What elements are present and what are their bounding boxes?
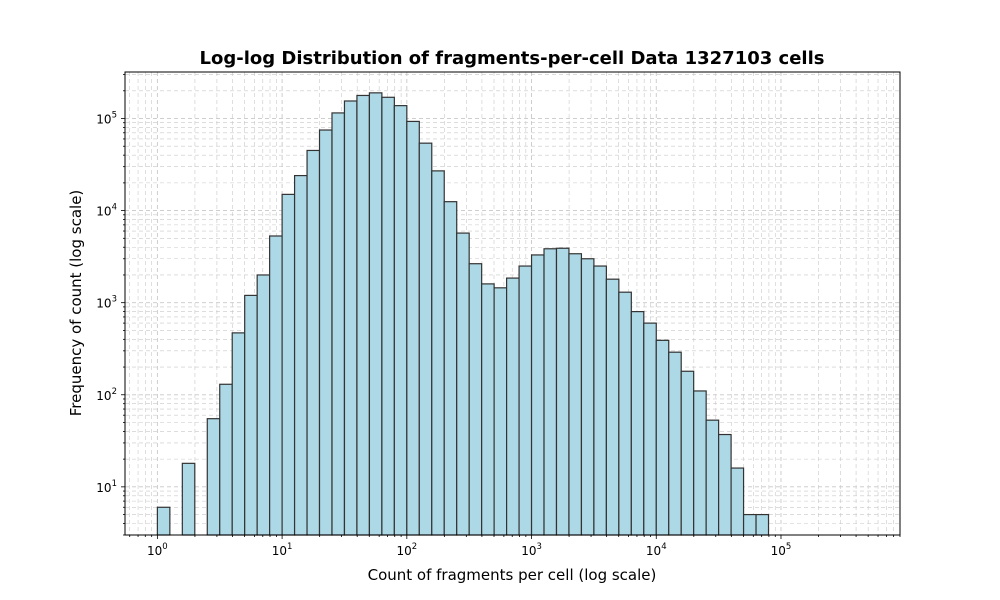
histogram-bar bbox=[156, 506, 171, 536]
x-tick-label: 100 bbox=[147, 542, 168, 558]
histogram-bar bbox=[593, 265, 607, 536]
histogram-bar bbox=[630, 311, 645, 536]
histogram-bar bbox=[655, 339, 670, 536]
axis-ticks: 100 101 102 103 104 105 101 102 103 104 105 bbox=[96, 74, 901, 558]
histogram-bar bbox=[730, 467, 745, 536]
histogram-bar bbox=[306, 149, 321, 536]
histogram-bar bbox=[356, 94, 371, 536]
histogram-bar bbox=[718, 433, 732, 536]
histogram-bar bbox=[605, 278, 620, 536]
histogram-bar bbox=[331, 112, 346, 536]
x-tick-label: 104 bbox=[646, 542, 667, 558]
histogram-bar bbox=[680, 370, 695, 536]
chart-title: Log-log Distribution of fragments-per-ce… bbox=[200, 48, 825, 69]
y-axis-label: Frequency of count (log scale) bbox=[67, 190, 85, 417]
histogram-bar bbox=[481, 283, 495, 536]
histogram-bar bbox=[431, 170, 445, 536]
histogram-bar bbox=[530, 254, 545, 536]
histogram-bar bbox=[269, 235, 283, 536]
histogram-bar bbox=[543, 248, 558, 536]
histogram-bar bbox=[468, 263, 483, 536]
histogram-bar bbox=[580, 258, 595, 536]
histogram-bar bbox=[668, 351, 682, 536]
x-axis-label: Count of fragments per cell (log scale) bbox=[368, 566, 657, 584]
histogram-bar bbox=[755, 513, 770, 536]
histogram-bar bbox=[693, 390, 707, 536]
y-tick-label: 105 bbox=[96, 111, 117, 127]
histogram-bar bbox=[368, 92, 383, 536]
x-tick-label: 102 bbox=[396, 542, 417, 558]
y-tick-label: 102 bbox=[96, 387, 117, 403]
y-tick-label: 101 bbox=[96, 479, 117, 495]
x-tick-label: 103 bbox=[521, 542, 542, 558]
histogram-bar bbox=[219, 383, 233, 536]
histogram-bar bbox=[256, 274, 271, 536]
histogram-bar bbox=[618, 291, 632, 536]
histogram-bar bbox=[206, 418, 221, 536]
x-tick-label: 105 bbox=[771, 542, 792, 558]
histogram-bar bbox=[456, 232, 470, 536]
histogram-bar bbox=[443, 201, 458, 536]
histogram-bar bbox=[181, 462, 196, 536]
histogram-bar bbox=[381, 96, 395, 536]
histogram-bar bbox=[418, 142, 433, 536]
histogram-bar bbox=[705, 419, 720, 536]
histogram-bar bbox=[343, 100, 358, 536]
histogram-bar bbox=[742, 513, 757, 536]
histogram-bar bbox=[518, 265, 533, 536]
histogram-bar bbox=[244, 294, 258, 536]
histogram-bar bbox=[231, 332, 246, 536]
x-tick-label: 101 bbox=[272, 542, 293, 558]
histogram-bar bbox=[568, 253, 583, 536]
histogram-bar bbox=[406, 120, 420, 536]
histogram-bar bbox=[293, 174, 308, 536]
histogram-bar bbox=[493, 287, 508, 536]
histogram-bar bbox=[643, 322, 657, 536]
y-tick-label: 103 bbox=[96, 295, 117, 311]
histogram-bar bbox=[318, 129, 333, 536]
histogram-bar bbox=[555, 247, 570, 536]
histogram-bar bbox=[506, 277, 520, 536]
y-tick-label: 104 bbox=[96, 203, 117, 219]
histogram-bar bbox=[393, 105, 408, 536]
bars bbox=[156, 92, 770, 536]
histogram-bar bbox=[281, 193, 296, 536]
